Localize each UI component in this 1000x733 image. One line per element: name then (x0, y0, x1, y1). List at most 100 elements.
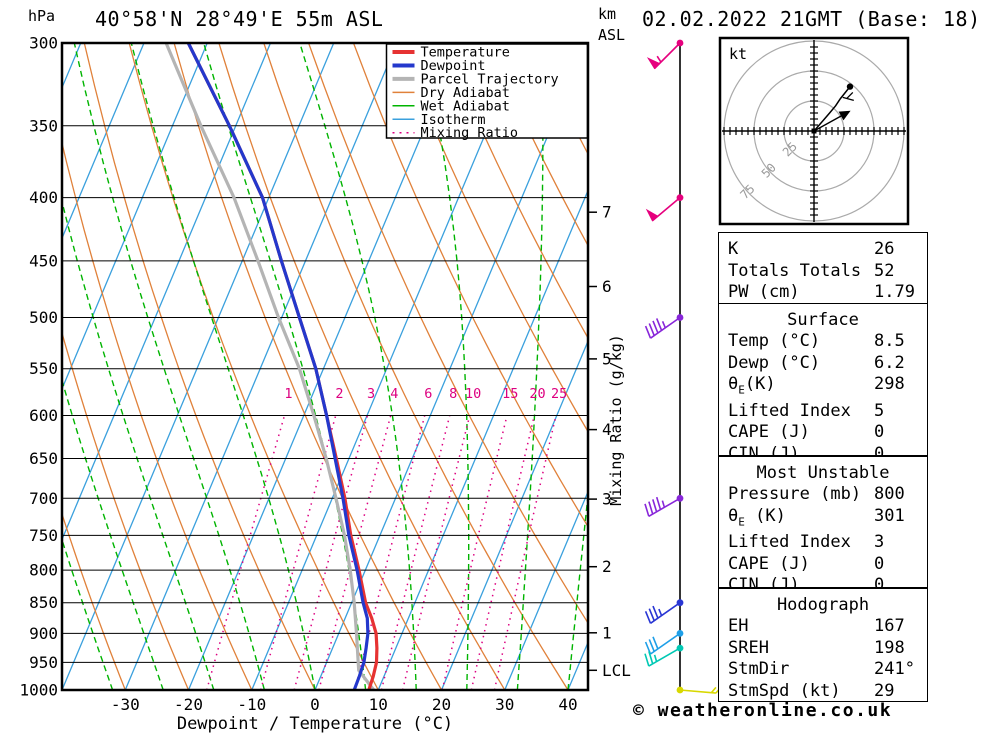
height-unit-label: km ASL (598, 5, 626, 44)
hodograph-trace (813, 86, 851, 132)
table-row-label: K (728, 239, 739, 259)
mixing-ratio-value: 20 (529, 386, 545, 402)
copyright: © weatheronline.co.uk (633, 700, 893, 721)
mixing-ratio-value: 1 (284, 386, 292, 402)
dry-adiabat-line (397, 43, 588, 433)
isotherm-line (440, 339, 588, 690)
wind-barb-column (644, 39, 725, 694)
table-row-value: 0 (874, 553, 885, 574)
table-row: CAPE (J) 0 (719, 422, 927, 444)
x-axis-title: Dewpoint / Temperature (°C) (177, 714, 453, 733)
legend-label: Temperature (421, 45, 510, 61)
table-row-value: 1.79 (874, 282, 915, 302)
temp-tick-label: 30 (495, 695, 514, 714)
pressure-tick-label: 500 (29, 308, 58, 327)
pressure-tick-label: 900 (29, 624, 58, 643)
temperature-axis: -30 -20 -10 0 10 20 30 40 Dewpoint / Temperature… (111, 695, 578, 733)
isotherm-line (62, 43, 272, 542)
table-row: Lifted Index 3 (719, 532, 927, 554)
mixing-ratio-line (493, 415, 557, 690)
table-row: SREH 198 (719, 638, 927, 660)
temp-tick-label: 20 (432, 695, 451, 714)
table-row-value: 3 (874, 532, 885, 553)
wet-adiabat-line (62, 537, 114, 690)
table-row-label: Temp (°C) (728, 331, 821, 351)
legend-label: Parcel Trajectory (421, 71, 559, 87)
legend-label: Dry Adiabat (421, 85, 510, 101)
table-row: CAPE (J) 0 (719, 554, 927, 576)
dry-adiabat-line (442, 43, 588, 340)
table-row-label: θE (K) (728, 505, 786, 528)
table-row: Dewp (°C) 6.2 (719, 353, 927, 375)
isotherm-line (251, 43, 525, 690)
table-row-label: Totals Totals (728, 260, 862, 281)
temp-tick-label: 40 (558, 695, 577, 714)
table-row-label: θE(K) (728, 374, 776, 397)
pressure-tick-label: 750 (29, 526, 58, 545)
isotherm-line (0, 43, 17, 690)
table-row-label: Pressure (mb) (728, 484, 862, 504)
mixing-ratio-value: 10 (465, 386, 481, 402)
pressure-tick-label: 600 (29, 406, 58, 425)
table-row: Totals Totals 52 (719, 261, 927, 283)
table-row-label: CAPE (J) (728, 553, 810, 574)
table-row-value: 8.5 (874, 331, 905, 351)
table-row-value: 6.2 (874, 352, 905, 373)
mixing-ratio-axis-label: Mixing Ratio (g/kg) (607, 334, 625, 506)
table-row: EH 167 (719, 616, 927, 638)
table-row-value: 301 (874, 505, 905, 526)
temp-tick-label: -10 (237, 695, 266, 714)
isotherm-line (62, 43, 335, 690)
pressure-tick-label: 650 (29, 449, 58, 468)
table-row-value: 52 (874, 260, 895, 281)
table-row: Lifted Index 5 (719, 401, 927, 423)
table-row-label: Lifted Index (728, 532, 851, 553)
isotherm-line (504, 490, 588, 690)
table-row-value: 298 (874, 374, 905, 394)
isotherm-line (377, 188, 588, 690)
pressure-unit-label: hPa (28, 7, 56, 25)
table-row-label: SREH (728, 637, 769, 658)
wet-adiabat-line (62, 377, 164, 690)
sounding-curves (164, 43, 379, 690)
wind-barb (646, 39, 684, 70)
table-row-value: 241° (874, 659, 915, 679)
table-row-label: Lifted Index (728, 400, 851, 421)
table-surface: Surface Temp (°C) 8.5 Dewp (°C) 6.2 θE(K) 298 L… (718, 303, 928, 464)
hodograph-unit-label: kt (729, 45, 747, 63)
table-row: K 26 (719, 239, 927, 261)
wind-barb (645, 194, 684, 222)
date-label: 02.02.2022 21GMT (Base: 18) (642, 7, 981, 31)
table-title: Most Unstable (756, 463, 890, 483)
isotherm-line (62, 43, 145, 240)
dry-adiabat-line (263, 43, 569, 690)
pressure-tick-label: 450 (29, 251, 58, 270)
table-row-label: StmDir (728, 659, 790, 679)
km-tick-label: 4 (602, 420, 612, 439)
temp-tick-label: -30 (111, 695, 140, 714)
km-tick-label: 2 (602, 557, 612, 576)
table-most_unstable: Most Unstable Pressure (mb) 800 θE (K) 301 Li… (718, 456, 928, 595)
dry-adiabat-line (62, 511, 126, 690)
wet-adiabat-line (516, 43, 544, 690)
mixing-ratio-value: 8 (449, 386, 457, 402)
table-row: Temp (°C) 8.5 (719, 331, 927, 353)
temperature-curve (186, 43, 379, 690)
legend-label: Wet Adiabat (421, 98, 510, 114)
wind-barb (644, 599, 684, 624)
km-tick-label: 5 (602, 349, 612, 368)
plot-border (60, 41, 590, 692)
mixing-ratio-value: 3 (367, 386, 375, 402)
temp-tick-label: 0 (310, 695, 320, 714)
mixing-ratio-value: 15 (502, 386, 518, 402)
table-row-value: 167 (874, 616, 905, 636)
mixing-ratio-line (380, 415, 451, 690)
table-row-value: 198 (874, 637, 905, 658)
table-row-value: 0 (874, 575, 885, 596)
lcl-label: LCL (602, 661, 631, 680)
mixing-ratio-value: 6 (424, 386, 432, 402)
legend-label: Mixing Ratio (421, 125, 519, 141)
